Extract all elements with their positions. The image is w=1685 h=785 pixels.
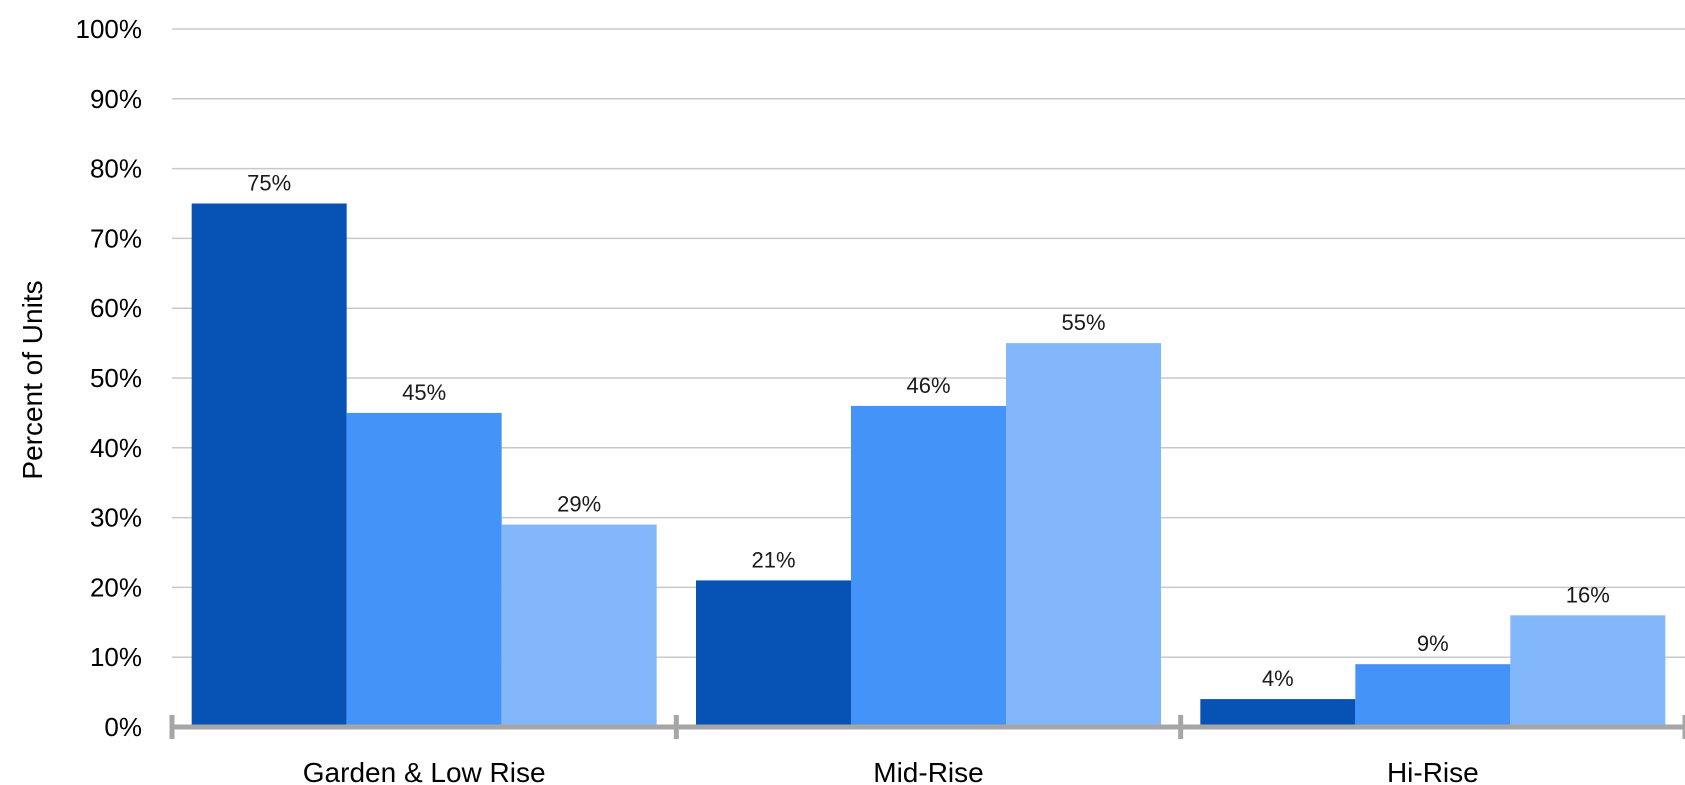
y-axis-title: Percent of Units: [17, 280, 48, 479]
y-tick-label: 50%: [90, 363, 142, 393]
bars: [191, 203, 1666, 727]
y-tick-label: 30%: [90, 503, 142, 533]
data-label: 29%: [557, 492, 601, 517]
x-axis-category-labels: Garden & Low Rise Mid-Rise Hi-Rise: [303, 757, 1479, 785]
y-tick-label: 0%: [104, 712, 142, 742]
bar: [1355, 664, 1511, 727]
y-tick-label: 10%: [90, 642, 142, 672]
data-label: 55%: [1061, 310, 1105, 335]
bar: [1510, 615, 1666, 727]
bar: [851, 405, 1006, 727]
bar: [501, 524, 657, 727]
data-label: 9%: [1417, 631, 1449, 656]
x-category-label: Garden & Low Rise: [303, 757, 546, 785]
bar: [696, 580, 851, 727]
bar: [1200, 699, 1356, 727]
data-label: 45%: [402, 380, 446, 405]
data-labels: 75% 45% 29% 21% 46% 55% 4% 9% 16%: [247, 171, 1610, 692]
data-label: 21%: [751, 547, 795, 572]
y-tick-label: 20%: [90, 572, 142, 602]
x-axis: [169, 715, 1685, 739]
y-tick-label: 80%: [90, 154, 142, 184]
bar: [1006, 343, 1161, 727]
y-axis-tick-labels: 0% 10% 20% 30% 40% 50% 60% 70% 80% 90% 100%: [76, 14, 143, 742]
y-tick-label: 90%: [90, 84, 142, 114]
y-tick-label: 100%: [76, 14, 143, 44]
x-category-label: Hi-Rise: [1387, 757, 1479, 785]
data-label: 46%: [906, 373, 950, 398]
data-label: 16%: [1566, 582, 1610, 607]
y-tick-label: 70%: [90, 223, 142, 253]
bar: [346, 412, 502, 727]
x-category-label: Mid-Rise: [873, 757, 983, 785]
data-label: 4%: [1262, 666, 1294, 691]
bar: [191, 203, 347, 727]
y-tick-label: 40%: [90, 433, 142, 463]
data-label: 75%: [247, 171, 291, 196]
y-tick-label: 60%: [90, 293, 142, 323]
